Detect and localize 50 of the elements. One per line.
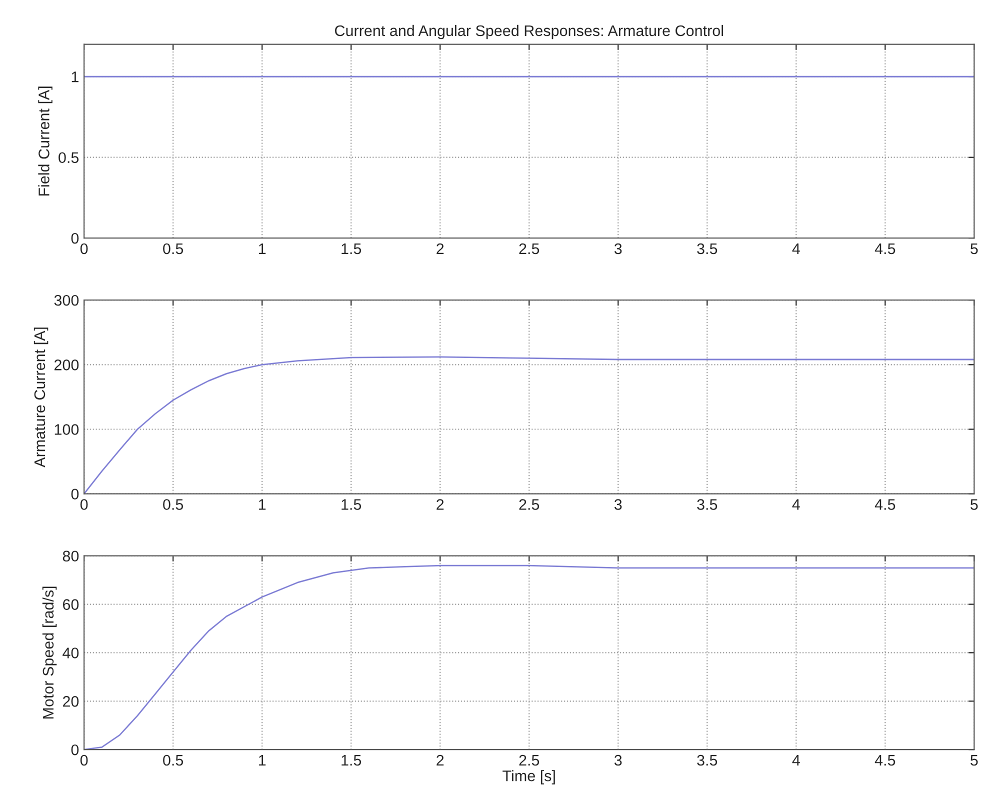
y-tick-label: 0 — [71, 744, 79, 756]
x-tick-label: 2 — [436, 499, 444, 510]
x-tick-label: 1.5 — [342, 499, 362, 510]
x-tick-label: 4.5 — [874, 499, 896, 510]
y-tick-label: 80 — [62, 550, 79, 562]
x-tick-label: 3.5 — [697, 754, 718, 766]
x-tick-label: 4 — [792, 244, 800, 254]
x-tick-label: 3 — [614, 754, 622, 766]
x-tick-label: 1 — [259, 244, 266, 254]
y-tick-label: 1 — [72, 72, 78, 82]
x-tick-label: 3 — [614, 499, 622, 510]
y-axis-title: Motor Speed [rad/s] — [42, 586, 57, 719]
x-tick-label: 2 — [436, 754, 444, 766]
chart-title: Current and Angular Speed Responses: Armature Control — [335, 24, 724, 40]
y-axis-title: Armature Current [A] — [34, 328, 48, 468]
x-tick-label: 1 — [259, 499, 266, 510]
y-tick-label: 100 — [54, 424, 79, 435]
y-tick-label: 40 — [62, 648, 79, 658]
x-tick-label: 0.5 — [163, 499, 184, 510]
y-tick-label: 20 — [62, 696, 79, 707]
y-tick-label: 0 — [71, 232, 79, 244]
x-axis-title: Time [s] — [502, 770, 555, 784]
x-tick-label: 3.5 — [697, 243, 718, 254]
y-tick-label: 300 — [54, 294, 79, 306]
x-tick-label: 0.5 — [163, 754, 184, 766]
y-tick-label: 0.5 — [58, 152, 79, 164]
y-tick-label: 60 — [62, 599, 79, 610]
x-tick-label: 4 — [792, 499, 800, 510]
x-tick-label: 4 — [792, 755, 800, 766]
y-axis-title: Field Current [A] — [38, 86, 52, 196]
x-tick-label: 2.5 — [519, 243, 540, 254]
x-tick-label: 4.5 — [874, 244, 896, 254]
x-tick-label: 0 — [80, 243, 88, 254]
x-tick-label: 4.5 — [874, 755, 896, 766]
x-tick-label: 0 — [80, 499, 88, 510]
y-tick-label: 200 — [54, 360, 79, 370]
x-tick-label: 3.5 — [697, 499, 718, 510]
x-tick-label: 3 — [614, 243, 622, 254]
x-tick-label: 1 — [259, 755, 266, 766]
x-tick-label: 2.5 — [519, 499, 540, 510]
x-tick-label: 2.5 — [519, 754, 540, 766]
x-tick-label: 5 — [970, 755, 978, 766]
x-tick-label: 0.5 — [163, 243, 184, 254]
x-tick-label: 2 — [436, 243, 444, 254]
x-tick-label: 5 — [970, 244, 978, 254]
y-tick-label: 0 — [71, 488, 79, 500]
x-tick-label: 1.5 — [342, 244, 362, 254]
x-tick-label: 0 — [80, 754, 88, 766]
x-tick-label: 5 — [970, 499, 978, 510]
x-tick-label: 1.5 — [342, 755, 362, 766]
